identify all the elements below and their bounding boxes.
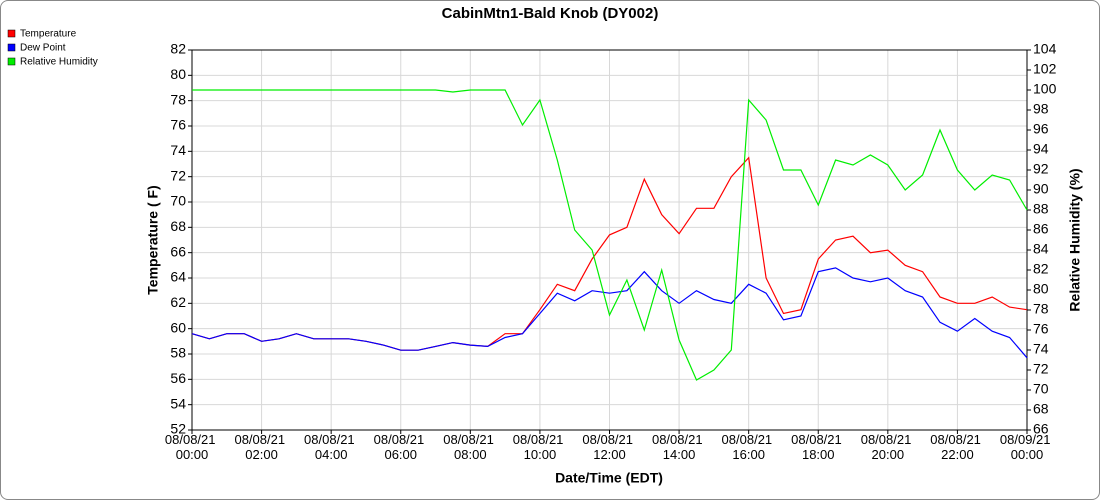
y2-tick-label: 68 [1033,401,1049,417]
y2-tick-label: 100 [1033,81,1057,97]
y2-axis-label: Relative Humidity (%) [1067,168,1083,311]
y-tick-label: 80 [170,66,186,82]
y2-tick-label: 94 [1033,141,1049,157]
legend-label: Relative Humidity [20,57,98,68]
y-tick-label: 70 [170,193,186,209]
y2-tick-label: 102 [1033,61,1057,77]
chart-title: CabinMtn1-Bald Knob (DY002) [442,5,659,22]
y2-tick-label: 84 [1033,241,1049,257]
x-tick-label: 08/08/21 00:00 [165,432,219,462]
y2-tick-label: 88 [1033,201,1049,217]
y-tick-label: 66 [170,243,186,259]
y-tick-label: 72 [170,167,186,183]
x-axis-label: Date/Time (EDT) [555,470,663,486]
y-tick-label: 76 [170,117,186,133]
y-tick-label: 52 [170,421,186,437]
y-tick-label: 64 [170,269,186,285]
x-tick-label: 08/08/21 18:00 [791,432,845,462]
x-tick-label: 08/08/21 16:00 [722,432,776,462]
y2-tick-label: 98 [1033,101,1049,117]
y-tick-label: 56 [170,370,186,386]
x-tick-label: 08/08/21 10:00 [513,432,567,462]
y2-tick-label: 86 [1033,221,1049,237]
y-tick-label: 54 [170,395,186,411]
x-tick-label: 08/08/21 14:00 [652,432,706,462]
y-tick-label: 78 [170,91,186,107]
legend-swatch [7,29,16,38]
y-tick-label: 58 [170,345,186,361]
legend-swatch [7,43,16,52]
y2-tick-label: 104 [1033,41,1057,57]
x-tick-label: 08/09/21 00:00 [1000,432,1054,462]
y-tick-label: 62 [170,294,186,310]
legend-swatch [7,57,16,66]
y-axis-label: Temperature ( F) [145,185,161,294]
series-line [191,267,1028,359]
series-line [192,89,1028,381]
y-tick-label: 82 [170,41,186,57]
y2-tick-label: 82 [1033,261,1049,277]
x-tick-label: 08/08/21 22:00 [930,432,984,462]
y-tick-label: 60 [170,319,186,335]
y2-tick-label: 72 [1033,361,1049,377]
y-tick-label: 74 [170,142,186,158]
legend-label: Dew Point [20,43,66,54]
y2-tick-label: 70 [1033,381,1049,397]
x-tick-label: 08/08/21 08:00 [443,432,497,462]
x-tick-label: 08/08/21 04:00 [304,432,358,462]
y2-tick-label: 90 [1033,181,1049,197]
y2-tick-label: 76 [1033,321,1049,337]
y-tick-label: 68 [170,218,186,234]
x-tick-label: 08/08/21 12:00 [582,432,636,462]
plot-frame [191,49,1028,431]
y2-tick-label: 96 [1033,121,1049,137]
x-tick-label: 08/08/21 20:00 [861,432,915,462]
y2-tick-label: 78 [1033,301,1049,317]
y2-tick-label: 80 [1033,281,1049,297]
x-tick-label: 08/08/21 02:00 [234,432,288,462]
y2-tick-label: 66 [1033,421,1049,437]
legend-label: Temperature [20,29,77,40]
y2-tick-label: 92 [1033,161,1049,177]
y2-tick-label: 74 [1033,341,1049,357]
x-tick-label: 08/08/21 06:00 [374,432,428,462]
